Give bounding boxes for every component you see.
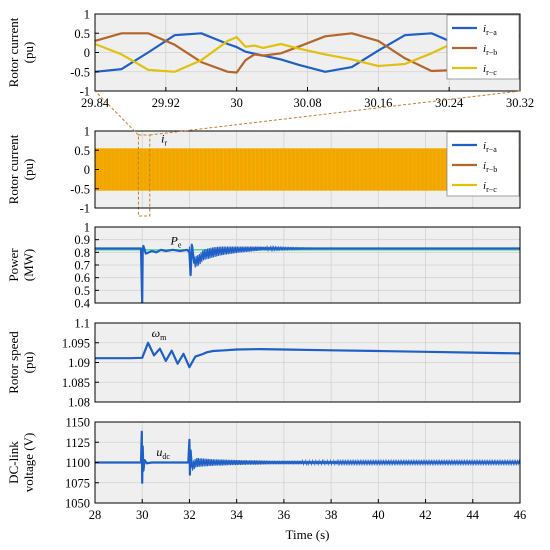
y-tick-label: 1075: [65, 476, 90, 490]
series-annotation: Pe: [170, 234, 182, 250]
zoom-window: [137, 134, 151, 217]
series-line-ir-b: [95, 32, 520, 74]
panel-zoom-rotor-current: 10.50-0.5-129.84 29.92 30 30.08 30.16 30.24 30…: [6, 8, 534, 111]
y-tick-label: 0.5: [74, 144, 90, 158]
series-oscillation: [191, 457, 520, 471]
x-tick-label: 30.08: [293, 96, 321, 110]
legend-label: ir−c: [483, 180, 497, 194]
y-axis-label: (pu): [21, 159, 36, 181]
x-tick-label: 46: [514, 508, 527, 522]
plot-content: [95, 430, 520, 484]
y-tick-label: 0: [84, 163, 90, 177]
x-tick-label: 30.24: [435, 96, 464, 110]
y-tick-label: -1: [80, 202, 90, 216]
legend-label: ir−a: [483, 23, 497, 37]
y-axis-label: Power: [6, 248, 21, 282]
panel-rotor-current: 1 0.5 0 -0.5 -1 Rotor current (pu) ir−a ir−b ir−c…: [6, 125, 521, 217]
x-tick-label: 32: [183, 508, 196, 522]
series-line-ir-a: [95, 32, 520, 73]
zoom-connector-left: [94, 90, 139, 136]
plot-content: [95, 32, 520, 74]
legend-label: ir−b: [483, 43, 497, 57]
y-tick-label: 0.4: [74, 297, 90, 311]
y-tick-label: -0.5: [70, 182, 90, 196]
x-tick-label: 44: [467, 508, 480, 522]
y-tick-label: 0: [84, 46, 90, 60]
panel-rotor-speed: 1.1 1.095 1.09 1.085 1.08 Rotor speed (pu) ωm: [6, 317, 521, 410]
series-annotation: ωm: [152, 326, 167, 342]
y-axis-label: voltage (V): [21, 433, 36, 493]
legend-label: ir−c: [483, 63, 497, 77]
legend-label: ir−b: [483, 160, 497, 174]
x-tick-label: 29.84: [81, 96, 110, 110]
series-annotation: ir: [161, 132, 167, 148]
y-tick-label: 1: [84, 221, 90, 235]
zoom-connector-right: [149, 90, 521, 136]
x-tick-label: 36: [278, 508, 291, 522]
x-tick-label: 30: [136, 508, 149, 522]
series-line-wm: [95, 341, 520, 369]
series-oscillation: [188, 244, 331, 275]
x-tick-label: 29.92: [152, 96, 180, 110]
panel-power: 10.90.80.70.60.50.4 Power (MW) Pe: [6, 221, 521, 311]
y-axis-label: Rotor current: [6, 134, 21, 204]
y-tick-label: 1.1: [74, 317, 90, 331]
y-tick-label: 0.5: [74, 27, 90, 41]
series-annotation: udc: [156, 445, 170, 461]
x-tick-label: 34: [230, 508, 243, 522]
y-tick-label: 0.5: [74, 284, 90, 298]
x-tick-label: 28: [89, 508, 102, 522]
y-tick-label: 1125: [65, 436, 90, 450]
series-line-ir-c: [95, 32, 520, 73]
y-tick-label: 1050: [65, 497, 90, 511]
x-tick-label: 30: [230, 96, 243, 110]
x-tick-label: 42: [419, 508, 432, 522]
y-axis-label: (pu): [21, 42, 36, 64]
x-tick-label: 30.32: [506, 96, 534, 110]
y-axis-label: (MW): [21, 249, 36, 282]
y-tick-label: 1100: [65, 456, 90, 470]
y-tick-label: 0.6: [74, 271, 90, 285]
y-tick-label: -1: [80, 85, 90, 99]
y-tick-label: 1.095: [62, 336, 90, 350]
y-axis-label: Rotor current: [6, 17, 21, 87]
y-tick-label: 1.09: [68, 356, 90, 370]
legend-label: ir−a: [483, 140, 497, 154]
x-tick-label: 40: [372, 508, 385, 522]
y-tick-label: 1: [84, 125, 90, 139]
y-axis-label: (pu): [21, 352, 36, 374]
y-axis-label: DC-link: [6, 441, 21, 484]
y-tick-label: 1150: [65, 416, 90, 430]
plot-content: [95, 243, 520, 303]
y-tick-label: 0.8: [74, 246, 90, 260]
y-tick-label: 0.9: [74, 233, 90, 247]
y-tick-label: 1: [84, 8, 90, 22]
y-tick-label: 1.085: [62, 376, 90, 390]
y-tick-label: 1.08: [68, 396, 90, 410]
x-tick-label: 38: [325, 508, 338, 522]
plot-content: [95, 341, 520, 369]
y-tick-label: -0.5: [70, 65, 90, 79]
x-axis-label: Time (s): [286, 527, 330, 542]
y-tick-label: 0.7: [74, 259, 90, 273]
y-axis-label: Rotor speed: [6, 331, 21, 394]
